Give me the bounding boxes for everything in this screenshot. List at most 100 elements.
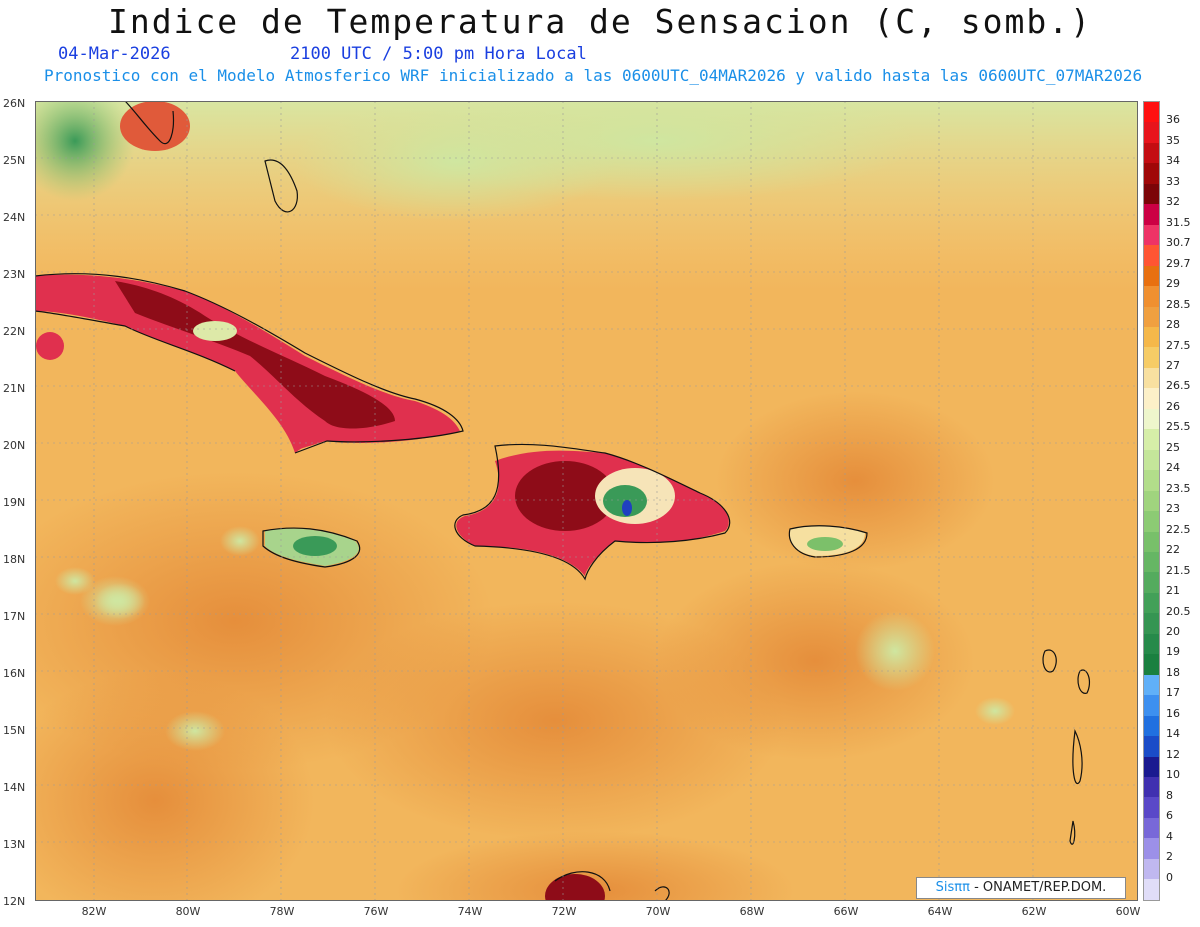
colorbar-cell (1144, 490, 1159, 512)
colorbar-cell (1144, 613, 1159, 634)
colorbar-label: 16 (1166, 706, 1180, 720)
colorbar-label: 33 (1166, 174, 1180, 188)
lat-label: 17N (3, 610, 26, 623)
colorbar-label: 22.5 (1166, 522, 1191, 536)
colorbar-label: 23.5 (1166, 481, 1191, 495)
warm-patch (395, 831, 795, 901)
colorbar-cell (1144, 633, 1159, 655)
colorbar-cell (1144, 572, 1159, 593)
heat-index-map (35, 101, 1138, 901)
colorbar-cell (1144, 531, 1159, 552)
lon-label: 64W (927, 905, 953, 918)
colorbar-cell (1144, 674, 1159, 696)
hispaniola-core (515, 461, 615, 531)
colorbar-cell (1144, 367, 1159, 389)
cool-patch (855, 611, 935, 691)
forecast-time: 2100 UTC / 5:00 pm Hora Local (290, 44, 587, 64)
lat-label: 25N (3, 154, 26, 167)
colorbar-cell (1144, 695, 1159, 716)
lon-label: 72W (551, 905, 577, 918)
colorbar-label: 26 (1166, 399, 1180, 413)
colorbar-label: 18 (1166, 665, 1180, 679)
hispaniola-blue (622, 500, 632, 516)
puerto-rico-green (807, 537, 843, 551)
colorbar-cell (1144, 551, 1159, 573)
colorbar-cell (1144, 224, 1159, 246)
colorbar-cell (1144, 265, 1159, 287)
colorbar-label: 29 (1166, 277, 1180, 291)
colorbar-label: 2 (1166, 850, 1173, 864)
lat-label: 21N (3, 382, 26, 395)
colorbar-cell (1144, 347, 1159, 368)
florida-hot (120, 101, 190, 151)
colorbar-cell (1144, 163, 1159, 184)
cuba-cool-spot (193, 321, 237, 341)
colorbar-label: 26.5 (1166, 379, 1191, 393)
lon-label: 60W (1115, 905, 1141, 918)
colorbar-label: 10 (1166, 768, 1180, 782)
lat-label: 26N (3, 97, 26, 110)
colorbar-label: 27 (1166, 359, 1180, 372)
lat-label: 15N (3, 724, 26, 737)
colorbar-cell (1144, 736, 1159, 757)
colorbar-cell (1144, 449, 1159, 471)
colorbar-cell (1144, 715, 1159, 737)
colorbar-cell (1144, 470, 1159, 491)
colorbar-label: 36 (1166, 113, 1180, 127)
cool-patch (975, 697, 1015, 725)
colorbar-cell (1144, 838, 1159, 859)
colorbar-cell (1144, 797, 1159, 818)
colorbar-label: 8 (1166, 788, 1173, 802)
colorbar-cell (1144, 879, 1159, 900)
colorbar-cell (1144, 817, 1159, 839)
cool-patch (295, 101, 615, 221)
cool-patch (35, 101, 135, 201)
colorbar-label: 28 (1166, 318, 1180, 332)
colorbar-label: 12 (1166, 747, 1180, 761)
colorbar-cell (1144, 654, 1159, 675)
lat-label: 12N (3, 895, 26, 908)
colorbar-label: 34 (1166, 154, 1180, 168)
colorbar-label: 6 (1166, 809, 1173, 823)
colorbar-label: 21.5 (1166, 563, 1191, 577)
model-info: Pronostico con el Modelo Atmosferico WRF… (44, 66, 1143, 85)
colorbar-label: 20 (1166, 625, 1180, 638)
lat-label: 24N (3, 211, 26, 224)
colorbar-cell (1144, 776, 1159, 798)
colorbar-cell (1144, 429, 1159, 450)
lat-label: 22N (3, 325, 26, 338)
colorbar-cell (1144, 142, 1159, 164)
colorbar-label: 20.5 (1166, 604, 1191, 618)
colorbar-label: 29.7 (1166, 256, 1191, 270)
lat-label: 19N (3, 496, 26, 509)
cool-patch (220, 526, 260, 556)
map-title: Indice de Temperatura de Sensacion (C, s… (107, 2, 1093, 41)
forecast-date: 04-Mar-2026 (58, 44, 171, 64)
isle-youth (36, 332, 64, 360)
lat-label: 23N (3, 268, 26, 281)
jamaica-green (293, 536, 337, 556)
colorbar-label: 23 (1166, 502, 1180, 516)
credit-brand: Sisππ (935, 880, 970, 895)
colorbar-label: 25.5 (1166, 420, 1191, 434)
colorbar-cell (1144, 122, 1159, 143)
colorbar-cell (1144, 388, 1159, 409)
warm-patch (35, 671, 315, 901)
colorbar-cell (1144, 245, 1159, 266)
colorbar-label: 24 (1166, 461, 1180, 475)
colorbar-cell (1144, 858, 1159, 880)
credit-org: - ONAMET/REP.DOM. (969, 880, 1107, 895)
colorbar (1143, 101, 1160, 901)
graticule (35, 101, 1138, 901)
colorbar-label: 32 (1166, 195, 1180, 209)
venezuela-hot (545, 874, 605, 901)
colorbar-label: 31.5 (1166, 215, 1191, 229)
lat-label: 18N (3, 553, 26, 566)
colorbar-cell (1144, 286, 1159, 307)
lon-label: 76W (363, 905, 389, 918)
cuba-core (115, 281, 395, 429)
lat-label: 16N (3, 667, 26, 680)
colorbar-cell (1144, 306, 1159, 327)
colorbar-label: 19 (1166, 645, 1180, 659)
colorbar-cell (1144, 204, 1159, 225)
